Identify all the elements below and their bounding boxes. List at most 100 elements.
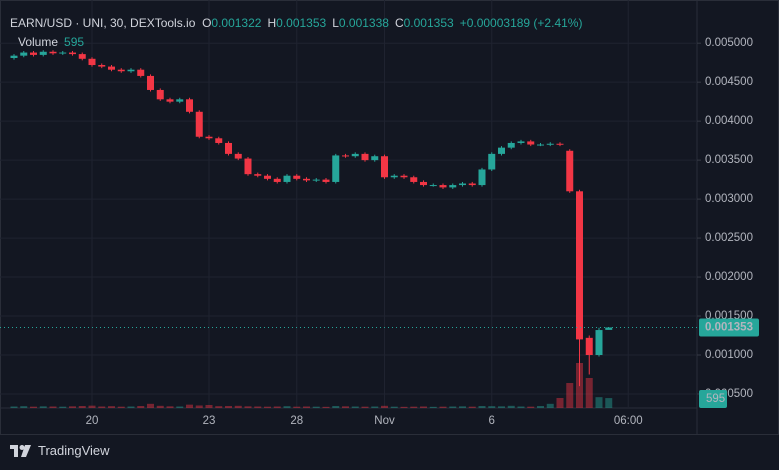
candle-body <box>556 143 564 145</box>
candle-body <box>342 155 349 157</box>
candle-body <box>78 54 86 59</box>
volume-label: Volume <box>18 35 59 49</box>
candle-body <box>400 175 408 178</box>
volume-bar <box>439 406 447 408</box>
y-tick-label: 0.002500 <box>705 232 753 244</box>
volume-bar <box>78 406 86 408</box>
volume-bar <box>420 406 427 408</box>
axes: 0.005000 0.004500 0.004000 0.003500 0.003000… <box>0 37 759 427</box>
candle-body <box>439 185 447 188</box>
volume-bar <box>117 406 125 408</box>
open-key: O <box>202 16 212 30</box>
candle-body <box>303 178 310 181</box>
candle-body <box>332 155 340 182</box>
y-tick-label: 0.004500 <box>705 76 753 88</box>
volume-bar <box>429 406 437 408</box>
volume-bar <box>556 398 564 408</box>
volume-bar <box>98 406 106 408</box>
candle-body <box>283 175 291 182</box>
candle-body <box>420 181 427 186</box>
volume-bar <box>342 406 349 408</box>
volume-bar <box>273 406 281 408</box>
volume-bar <box>137 406 145 408</box>
last-price-label: 0.001353 <box>705 322 753 334</box>
candle-body <box>117 69 125 72</box>
volume-bar <box>30 406 37 408</box>
volume-value: 595 <box>64 35 85 49</box>
volume-bar <box>595 397 603 408</box>
candle-body <box>595 330 603 355</box>
legend-header: EARN/USD · UNI, 30, DEXTools.io O0.00132… <box>10 16 588 30</box>
brand-logo <box>10 444 31 457</box>
last-price-box <box>699 318 759 337</box>
high-key: H <box>267 16 277 30</box>
candle-body <box>488 153 496 170</box>
volume-bar <box>322 406 330 408</box>
volume-bar <box>585 378 593 408</box>
candle-body <box>127 69 135 72</box>
candle-body <box>576 191 583 340</box>
y-tick-label: 0.003500 <box>705 154 753 166</box>
candle-body <box>546 143 554 145</box>
volume-bar <box>39 406 47 408</box>
candle-body <box>244 158 252 175</box>
candle-body <box>137 69 145 76</box>
close-value: 0.001353 <box>403 16 454 30</box>
candle-body <box>234 153 242 159</box>
volume-bar <box>166 406 174 408</box>
volume-box <box>699 390 727 408</box>
low-value: 0.001338 <box>338 16 389 30</box>
volume-bar <box>517 406 525 408</box>
volume-bar <box>332 406 340 408</box>
candle-body <box>59 52 67 54</box>
volume-bar <box>234 405 242 408</box>
candle-body <box>498 147 505 154</box>
x-tick-label: 6 <box>489 415 495 427</box>
candle-body <box>322 179 330 182</box>
y-tick-label: 0.005000 <box>705 37 753 49</box>
volume-bar <box>186 404 193 408</box>
volume-bar <box>390 406 398 408</box>
volume-bar <box>69 406 76 408</box>
candle-body <box>410 177 418 182</box>
candle-body <box>478 169 486 186</box>
candle-body <box>225 142 232 154</box>
volume-bar <box>156 405 164 408</box>
volume-bar <box>527 406 535 408</box>
volume-bar <box>507 405 515 408</box>
candle-body <box>49 51 57 54</box>
candle-body <box>264 175 271 179</box>
candle-body <box>566 150 574 192</box>
volume-bar <box>264 406 271 408</box>
volume-bar <box>176 406 184 408</box>
volume-bar <box>449 406 457 408</box>
candle-body <box>381 156 388 178</box>
brand-name: TradingView <box>38 443 110 458</box>
volume-bar <box>488 406 496 408</box>
candle-body <box>254 174 262 176</box>
volume-bar <box>498 406 505 408</box>
candle-body <box>507 142 515 148</box>
y-tick-label: 0.004000 <box>705 115 753 127</box>
volume-bar <box>88 405 96 408</box>
candle-body <box>30 52 37 55</box>
volume-bar <box>351 406 359 408</box>
candle-body <box>147 75 154 90</box>
candle-body <box>517 141 525 143</box>
candle-body <box>10 55 18 59</box>
y-tick-label: 0.003000 <box>705 193 753 205</box>
volume-bar <box>293 406 301 408</box>
candle-body <box>98 65 106 67</box>
volume-bar <box>127 406 135 408</box>
candle-body <box>195 111 203 137</box>
volume-bar <box>605 398 613 408</box>
volume-bar <box>400 406 408 408</box>
volume-bar <box>537 406 544 408</box>
volume-bar <box>459 406 466 408</box>
footer: TradingView <box>10 443 110 458</box>
candle-body <box>605 327 613 330</box>
candle-body <box>371 156 379 161</box>
volume-bar <box>254 406 262 408</box>
